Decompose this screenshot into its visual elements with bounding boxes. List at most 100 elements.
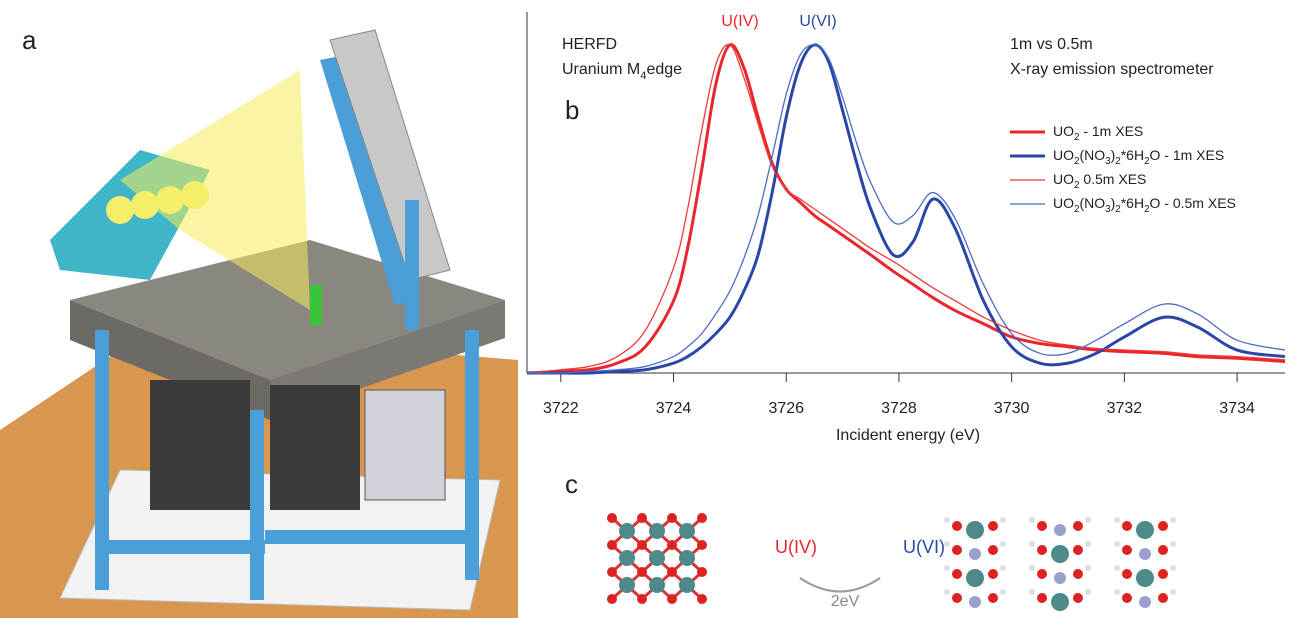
figure: a b c HERFD Uranium M4edge 1m vs 0.5m X-…	[0, 0, 1289, 618]
note: HERFD	[562, 36, 617, 53]
x-tick-label: 3728	[881, 400, 917, 417]
gap-arc	[800, 578, 880, 592]
atom	[952, 521, 962, 531]
atom	[1170, 565, 1176, 571]
atom	[1073, 521, 1083, 531]
atom	[1029, 517, 1035, 523]
atom	[637, 513, 647, 523]
atom	[1037, 545, 1047, 555]
x-tick-label: 3722	[543, 400, 579, 417]
atom	[944, 517, 950, 523]
atom	[1000, 517, 1006, 523]
atom	[667, 594, 677, 604]
note: 1m vs 0.5m	[1010, 36, 1093, 53]
atom	[607, 567, 617, 577]
atom	[1158, 521, 1168, 531]
atom	[607, 540, 617, 550]
x-tick-label: 3734	[1219, 400, 1255, 417]
atom	[1122, 569, 1132, 579]
atom	[679, 523, 695, 539]
atom	[637, 540, 647, 550]
atom	[607, 594, 617, 604]
structure-label: U(IV)	[775, 537, 817, 557]
atom	[1158, 593, 1168, 603]
atom	[1136, 521, 1154, 539]
atom	[1114, 589, 1120, 595]
atom	[1085, 565, 1091, 571]
atom	[1136, 569, 1154, 587]
annotation: U(VI)	[799, 13, 836, 30]
atom	[649, 550, 665, 566]
legend-label: UO2 - 1m XES	[1053, 123, 1143, 143]
atom	[1051, 593, 1069, 611]
atom	[1073, 569, 1083, 579]
atom	[667, 540, 677, 550]
atom	[944, 565, 950, 571]
atom	[619, 523, 635, 539]
atom	[697, 513, 707, 523]
atom	[1054, 572, 1066, 584]
atom	[1085, 541, 1091, 547]
atom	[1037, 569, 1047, 579]
atom	[966, 521, 984, 539]
atom	[1114, 517, 1120, 523]
x-tick-label: 3730	[994, 400, 1030, 417]
page: {"panels": {"a": "a", "b": "b", "c": "c"…	[0, 0, 1289, 618]
atom	[952, 569, 962, 579]
atom	[969, 548, 981, 560]
gap-label: 2eV	[831, 593, 860, 610]
atom	[667, 567, 677, 577]
x-axis-label: Incident energy (eV)	[836, 427, 980, 444]
structure-label: U(VI)	[903, 537, 945, 557]
atom	[1029, 565, 1035, 571]
atom	[679, 577, 695, 593]
annotation: U(IV)	[721, 13, 758, 30]
atom	[1000, 589, 1006, 595]
atom	[637, 567, 647, 577]
atom	[1073, 593, 1083, 603]
atom	[1000, 565, 1006, 571]
atom	[1037, 593, 1047, 603]
crystal-structures	[607, 513, 1176, 611]
atom	[1122, 545, 1132, 555]
atom	[944, 589, 950, 595]
atom	[637, 594, 647, 604]
atom	[1139, 596, 1151, 608]
atom	[1073, 545, 1083, 555]
legend-label: UO2(NO3)2*6H2O - 0.5m XES	[1053, 195, 1236, 215]
atom	[619, 550, 635, 566]
atom	[1114, 541, 1120, 547]
atom	[697, 567, 707, 577]
legend-label: UO2(NO3)2*6H2O - 1m XES	[1053, 147, 1224, 167]
x-tick-label: 3732	[1107, 400, 1143, 417]
atom	[1170, 517, 1176, 523]
atom	[988, 593, 998, 603]
atom	[619, 577, 635, 593]
atom	[649, 577, 665, 593]
atom	[649, 523, 665, 539]
x-tick-label: 3724	[656, 400, 692, 417]
atom	[1139, 548, 1151, 560]
atom	[697, 594, 707, 604]
atom	[607, 513, 617, 523]
atom	[1000, 541, 1006, 547]
atom	[969, 596, 981, 608]
atom	[988, 545, 998, 555]
instrument-render	[0, 0, 518, 618]
atom	[1029, 589, 1035, 595]
atom	[1029, 541, 1035, 547]
atom	[667, 513, 677, 523]
atom	[1170, 541, 1176, 547]
atom	[952, 593, 962, 603]
atom	[952, 545, 962, 555]
panel-label: b	[565, 95, 579, 125]
atom	[988, 569, 998, 579]
atom	[1170, 589, 1176, 595]
atom	[1037, 521, 1047, 531]
atom	[1158, 545, 1168, 555]
atom	[988, 521, 998, 531]
atom	[966, 569, 984, 587]
note: Uranium M4edge	[562, 61, 682, 82]
panel-label: c	[565, 469, 578, 499]
atom	[1085, 517, 1091, 523]
